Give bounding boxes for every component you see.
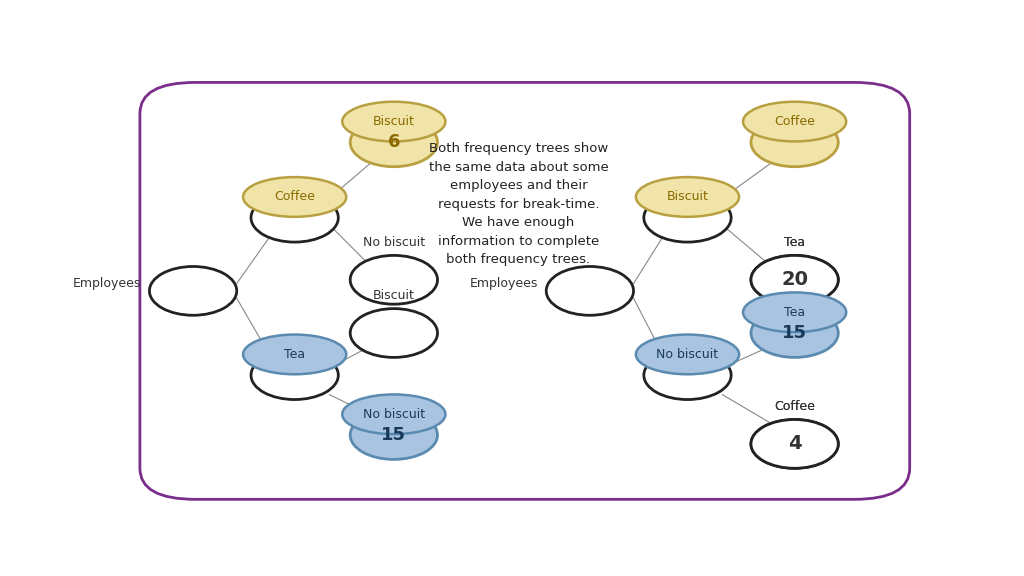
Text: Tea: Tea [784, 306, 805, 319]
Circle shape [644, 351, 731, 400]
Text: 15: 15 [782, 324, 807, 342]
Text: 20: 20 [781, 270, 808, 289]
Circle shape [751, 309, 839, 357]
Ellipse shape [636, 177, 739, 217]
Text: Biscuit: Biscuit [667, 191, 709, 203]
Ellipse shape [743, 102, 846, 142]
Text: Coffee: Coffee [274, 191, 315, 203]
Ellipse shape [243, 177, 346, 217]
Circle shape [251, 194, 338, 242]
Ellipse shape [342, 395, 445, 434]
Ellipse shape [636, 335, 739, 374]
Text: Biscuit: Biscuit [373, 115, 415, 128]
Circle shape [350, 309, 437, 357]
Text: No biscuit: No biscuit [656, 348, 719, 361]
Ellipse shape [243, 335, 346, 374]
Text: 6: 6 [388, 133, 400, 151]
Text: No biscuit: No biscuit [362, 408, 425, 421]
Circle shape [546, 267, 634, 315]
Text: Employees: Employees [470, 277, 539, 290]
Text: 15: 15 [381, 426, 407, 444]
Circle shape [251, 351, 338, 400]
Circle shape [751, 419, 839, 468]
Text: 4: 4 [787, 434, 802, 453]
Text: Coffee: Coffee [774, 400, 815, 413]
Circle shape [150, 267, 237, 315]
FancyBboxPatch shape [140, 82, 909, 499]
Text: Tea: Tea [284, 348, 305, 361]
Circle shape [350, 255, 437, 304]
Circle shape [644, 194, 731, 242]
Text: Coffee: Coffee [774, 115, 815, 128]
Text: Biscuit: Biscuit [373, 289, 415, 302]
Circle shape [751, 118, 839, 166]
Circle shape [350, 118, 437, 166]
Circle shape [350, 411, 437, 460]
Circle shape [751, 255, 839, 304]
Text: Tea: Tea [784, 236, 805, 249]
Text: Coffee: Coffee [774, 400, 815, 413]
Circle shape [751, 419, 839, 468]
Ellipse shape [743, 293, 846, 332]
Text: No biscuit: No biscuit [362, 236, 425, 249]
Text: Both frequency trees show
the same data about some
employees and their
requests : Both frequency trees show the same data … [429, 142, 608, 266]
Text: Employees: Employees [73, 277, 141, 290]
Circle shape [751, 255, 839, 304]
Ellipse shape [342, 102, 445, 142]
Text: Tea: Tea [784, 236, 805, 249]
